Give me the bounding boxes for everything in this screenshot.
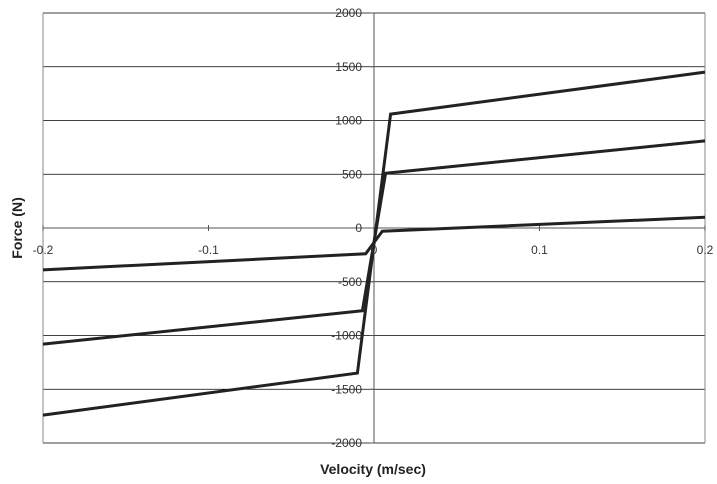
y-tick-label-7: 1500: [335, 60, 362, 74]
y-axis-title: Force (N): [9, 197, 25, 258]
x-axis-title: Velocity (m/sec): [320, 461, 426, 477]
y-tick-label-5: 500: [342, 167, 362, 181]
y-tick-label-8: 2000: [335, 6, 362, 20]
y-tick-labels: -2000 -1500 -1000 -500 0 500 1000 1500 2000: [331, 6, 362, 450]
y-tick-label-2: -1000: [331, 329, 362, 343]
x-tick-label-4: 0.2: [697, 243, 714, 257]
y-tick-label-4: 0: [355, 221, 362, 235]
axes: [42, 12, 706, 444]
y-tick-label-0: -2000: [331, 436, 362, 450]
x-tick-label-2: 0: [371, 243, 378, 257]
y-tick-label-3: -500: [338, 275, 362, 289]
y-tick-label-6: 1000: [335, 114, 362, 128]
x-tick-labels: -0.2 -0.1 0 0.1 0.2: [33, 243, 714, 257]
series-line-2: [42, 70, 706, 417]
y-tick-label-1: -1500: [331, 382, 362, 396]
x-tick-label-1: -0.1: [198, 243, 219, 257]
series-lines: [42, 70, 706, 417]
x-tick-label-3: 0.1: [531, 243, 548, 257]
x-tick-label-0: -0.2: [33, 243, 54, 257]
